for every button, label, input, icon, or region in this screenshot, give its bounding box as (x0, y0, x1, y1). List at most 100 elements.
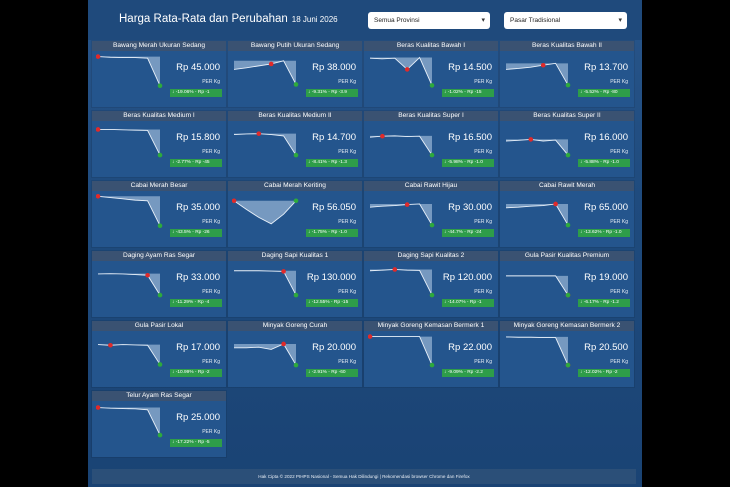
sparkline-line (97, 273, 161, 296)
commodity-name: Beras Kualitas Medium I (92, 111, 226, 121)
price-sparkline (97, 272, 163, 298)
latest-price-dot (157, 432, 163, 438)
commodity-card[interactable]: Beras Kualitas Super I Rp 16.500 PER Kg ↓ -… (364, 111, 498, 177)
price-unit: PER Kg (610, 219, 628, 225)
price-change-badge: ↓ -8.41% - Rp -1.3 (306, 159, 358, 167)
price-change-badge: ↓ -14.07% - Rp -1 (442, 299, 494, 307)
price-unit: PER Kg (202, 219, 220, 225)
province-select[interactable]: Semua Provinsi ▾ (368, 12, 490, 29)
latest-price-dot (293, 362, 299, 368)
price-sparkline (369, 202, 435, 228)
latest-price-dot (293, 82, 299, 87)
commodity-name: Beras Kualitas Super II (500, 111, 634, 121)
peak-price-dot (281, 341, 286, 347)
commodity-price: Rp 120.000 (442, 272, 492, 283)
commodity-price: Rp 25.000 (176, 412, 220, 423)
price-sparkline (234, 269, 299, 298)
price-change-badge: ↓ -11.29% - Rp -4 (170, 299, 222, 307)
price-sparkline (369, 133, 435, 158)
peak-price-dot (528, 137, 534, 142)
footer: Hak Cipta © 2022 PIHPS Nasional - Semua … (92, 469, 636, 484)
peak-price-dot (108, 342, 113, 348)
price-sparkline (232, 198, 299, 225)
commodity-card[interactable]: Minyak Goreng Kemasan Bermerk 1 Rp 22.000… (364, 321, 498, 387)
peak-price-dot (281, 269, 286, 274)
commodity-card[interactable]: Bawang Merah Ukuran Sedang Rp 45.000 PER K… (92, 41, 226, 107)
price-change-badge: ↓ -5.52% - Rp -80 (578, 89, 630, 97)
header-bar: Harga Rata-Rata dan Perubahan 18 Juni 202… (88, 0, 642, 40)
sparkline-area (234, 200, 296, 224)
price-sparkline (96, 54, 163, 89)
sparkline-area (506, 139, 568, 156)
commodity-card[interactable]: Beras Kualitas Bawah II Rp 13.700 PER Kg ↓ … (500, 41, 634, 107)
commodity-name: Minyak Goreng Kemasan Bermerk 1 (364, 321, 498, 331)
commodity-card[interactable]: Minyak Goreng Curah Rp 20.000 PER Kg ↓ -2.9… (228, 321, 362, 387)
sparkline-line (505, 336, 569, 366)
commodity-card[interactable]: Gula Pasir Kualitas Premium Rp 19.000 PER … (500, 251, 634, 317)
province-select-value: Semua Provinsi (374, 17, 420, 24)
commodity-card[interactable]: Beras Kualitas Bawah I Rp 14.500 PER Kg ↓ -… (364, 41, 498, 107)
commodity-card[interactable]: Beras Kualitas Medium I Rp 15.800 PER Kg ↓ … (92, 111, 226, 177)
latest-price-dot (565, 222, 571, 228)
price-unit: PER Kg (338, 359, 356, 365)
market-select[interactable]: Pasar Tradisional ▾ (504, 12, 627, 29)
commodity-card[interactable]: Daging Ayam Ras Segar Rp 33.000 PER Kg ↓ -1… (92, 251, 226, 317)
commodity-card[interactable]: Bawang Putih Ukuran Sedang Rp 38.000 PER K… (228, 41, 362, 107)
price-change-badge: ↓ -5.98% - Rp -1.0 (442, 159, 494, 167)
sparkline-area (98, 196, 160, 226)
sparkline-area (506, 336, 568, 366)
commodity-card[interactable]: Daging Sapi Kualitas 1 Rp 130.000 PER Kg ↓ … (228, 251, 362, 317)
commodity-name: Bawang Putih Ukuran Sedang (228, 41, 362, 51)
commodity-card[interactable]: Cabai Merah Keriting Rp 56.050 PER Kg ↓ -1.… (228, 181, 362, 247)
sparkline-area (370, 269, 432, 296)
peak-price-dot (96, 54, 101, 59)
commodity-price: Rp 17.000 (176, 342, 220, 353)
price-change-badge: ↓ -1.75% - Rp -1.0 (306, 229, 358, 237)
latest-price-dot (157, 83, 163, 89)
price-sparkline (234, 341, 299, 368)
latest-price-dot (293, 198, 299, 204)
commodity-price: Rp 56.050 (312, 202, 356, 213)
commodity-name: Daging Sapi Kualitas 2 (364, 251, 498, 261)
commodity-card[interactable]: Cabai Merah Besar Rp 35.000 PER Kg ↓ -43.5%… (92, 181, 226, 247)
sparkline-line (98, 129, 161, 156)
price-sparkline (96, 127, 163, 158)
commodity-card[interactable]: Daging Sapi Kualitas 2 Rp 120.000 PER Kg ↓ … (364, 251, 498, 317)
peak-price-dot (404, 67, 410, 72)
commodity-name: Cabai Merah Besar (92, 181, 226, 191)
latest-price-dot (157, 223, 163, 229)
page-title-text: Harga Rata-Rata dan Perubahan (119, 13, 288, 25)
commodity-card[interactable]: Gula Pasir Lokal Rp 17.000 PER Kg ↓ -10.99%… (92, 321, 226, 387)
commodity-card[interactable]: Cabai Rawit Merah Rp 65.000 PER Kg ↓ -13.62… (500, 181, 634, 247)
commodity-name: Bawang Merah Ukuran Sedang (92, 41, 226, 51)
price-sparkline (505, 137, 571, 158)
price-change-badge: ↓ -19.06% - Rp -1 (170, 89, 222, 97)
price-sparkline (369, 56, 435, 88)
peak-price-dot (96, 405, 101, 410)
commodity-price: Rp 33.000 (176, 272, 220, 283)
price-unit: PER Kg (202, 429, 220, 435)
latest-price-dot (429, 83, 435, 88)
sparkline-line (233, 133, 297, 156)
commodity-card[interactable]: Cabai Rawit Hijau Rp 30.000 PER Kg ↓ -44.7%… (364, 181, 498, 247)
price-change-badge: ↓ -2.91% - Rp -60 (306, 369, 358, 377)
price-change-badge: ↓ -44.7% - Rp -24 (442, 229, 494, 237)
chevron-down-icon: ▾ (618, 17, 622, 24)
peak-price-dot (404, 202, 410, 207)
commodity-price: Rp 19.000 (584, 272, 628, 283)
sparkline-area (98, 273, 160, 296)
commodity-price: Rp 45.000 (176, 62, 220, 73)
latest-price-dot (429, 152, 435, 158)
sparkline-line (506, 275, 569, 296)
latest-price-dot (293, 152, 299, 158)
price-change-badge: ↓ -5.88% - Rp -1.0 (578, 159, 630, 167)
commodity-card[interactable]: Minyak Goreng Kemasan Bermerk 2 Rp 20.500… (500, 321, 634, 387)
commodity-name: Cabai Rawit Merah (500, 181, 634, 191)
latest-price-dot (293, 292, 299, 298)
commodity-card[interactable]: Beras Kualitas Super II Rp 16.000 PER Kg ↓ … (500, 111, 634, 177)
latest-price-dot (429, 362, 435, 368)
commodity-card[interactable]: Telur Ayam Ras Segar Rp 25.000 PER Kg ↓ -17… (92, 391, 226, 457)
sparkline-line (97, 407, 161, 436)
price-sparkline (96, 193, 163, 229)
commodity-card[interactable]: Beras Kualitas Medium II Rp 14.700 PER Kg ↓… (228, 111, 362, 177)
